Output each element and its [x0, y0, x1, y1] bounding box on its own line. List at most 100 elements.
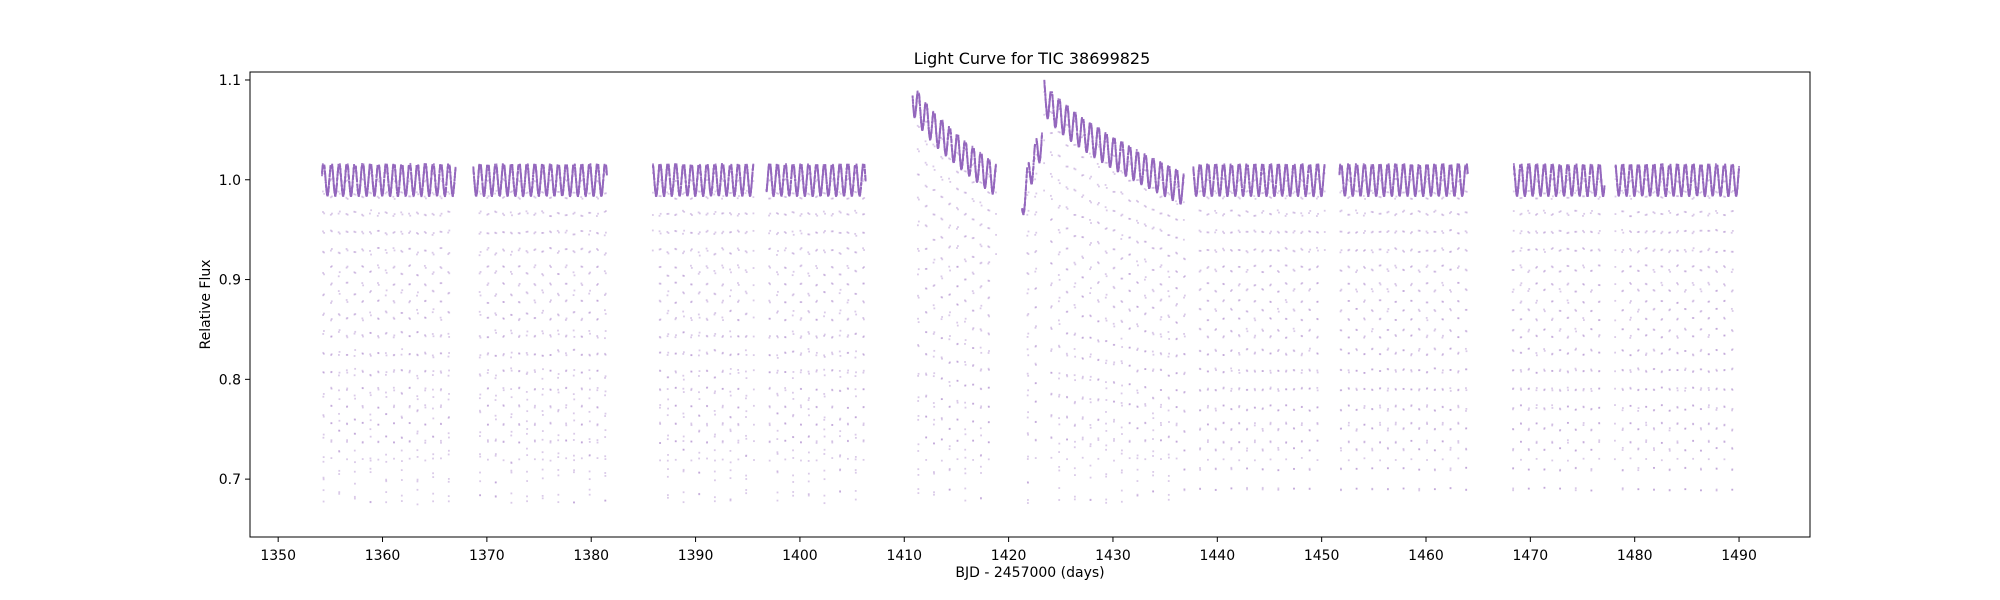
data-point [409, 283, 411, 285]
data-point [440, 282, 442, 284]
data-point [380, 186, 382, 188]
data-point [441, 231, 443, 233]
data-point [401, 495, 403, 497]
data-point [432, 458, 434, 460]
data-point [448, 356, 450, 358]
data-point [346, 441, 348, 443]
data-point [542, 459, 544, 461]
data-point [534, 302, 536, 304]
data-point [480, 231, 482, 233]
data-point [341, 186, 343, 188]
data-point [526, 433, 528, 435]
data-point [473, 173, 475, 175]
data-point [354, 355, 356, 357]
data-point [338, 473, 340, 475]
data-point [505, 177, 507, 179]
data-point [487, 336, 489, 338]
data-point [542, 333, 544, 335]
data-point [425, 335, 427, 337]
data-point [542, 469, 544, 471]
data-point [440, 353, 442, 355]
data-point [370, 436, 372, 438]
data-point [542, 439, 544, 441]
data-point [367, 191, 369, 193]
data-point [417, 213, 419, 215]
data-point [513, 182, 515, 184]
data-point [482, 185, 484, 187]
data-point [441, 165, 443, 167]
data-point [378, 230, 380, 232]
data-point [486, 168, 488, 170]
data-point [369, 392, 371, 394]
data-point [402, 166, 404, 168]
data-point [484, 194, 486, 196]
data-point [339, 329, 341, 331]
data-point [510, 271, 512, 273]
data-point [532, 185, 534, 187]
data-point [535, 231, 537, 233]
data-point [416, 295, 418, 297]
data-point [433, 370, 435, 372]
data-point [425, 407, 427, 409]
data-point [417, 354, 419, 356]
data-point [448, 292, 450, 294]
data-point [377, 264, 379, 266]
data-point [425, 232, 427, 234]
data-point [409, 405, 411, 407]
data-point [393, 406, 395, 408]
data-point [338, 493, 340, 495]
data-point [441, 247, 443, 249]
data-point [385, 454, 387, 456]
data-point [441, 267, 443, 269]
data-point [448, 375, 450, 377]
data-point [519, 353, 521, 355]
data-point [393, 336, 395, 338]
data-point [386, 355, 388, 357]
data-point [354, 251, 356, 253]
data-point [346, 317, 348, 319]
data-point [432, 273, 434, 275]
data-point [503, 423, 505, 425]
data-point [356, 181, 358, 183]
data-point [519, 212, 521, 214]
data-point [519, 370, 521, 372]
data-point [496, 165, 498, 167]
data-point [339, 293, 341, 295]
data-point [401, 354, 403, 356]
data-point [494, 272, 496, 274]
data-point [479, 456, 481, 458]
data-point [503, 370, 505, 372]
data-point [323, 330, 325, 332]
data-point [535, 197, 537, 199]
data-point [440, 388, 442, 390]
data-point [440, 372, 442, 374]
data-point [347, 266, 349, 268]
data-point [362, 405, 364, 407]
data-point [526, 454, 528, 456]
data-point [433, 232, 435, 234]
data-point [542, 310, 544, 312]
data-point [439, 174, 441, 176]
data-point [489, 173, 491, 175]
data-point [361, 168, 363, 170]
data-point [407, 183, 409, 185]
data-point [449, 193, 451, 195]
data-point [347, 282, 349, 284]
data-point [331, 353, 333, 355]
data-point [370, 192, 372, 194]
data-point [487, 249, 489, 251]
data-point [451, 188, 453, 190]
data-point [432, 192, 434, 194]
data-point [486, 197, 488, 199]
data-point [417, 291, 419, 293]
data-point [503, 387, 505, 389]
data-point [440, 423, 442, 425]
data-point [417, 274, 419, 276]
data-point [378, 212, 380, 214]
data-point [430, 182, 432, 184]
data-point [369, 312, 371, 314]
chart-title: Light Curve for TIC 38699825 [914, 49, 1151, 68]
data-point [481, 174, 483, 176]
data-point [416, 254, 418, 256]
data-point [322, 173, 324, 175]
